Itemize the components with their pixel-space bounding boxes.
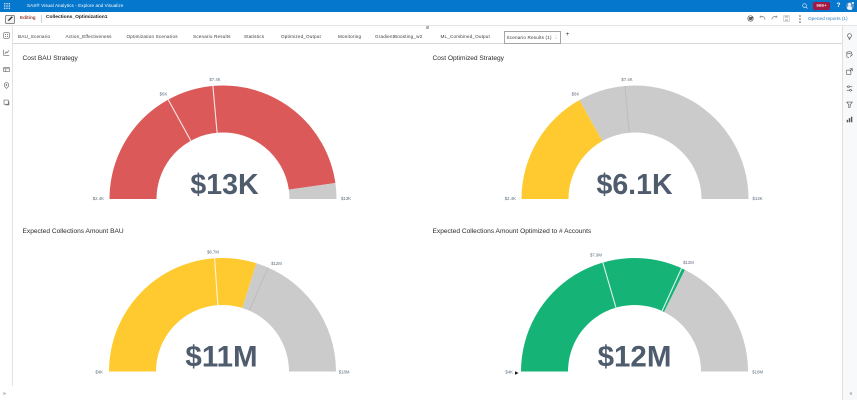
svg-text:Cost BAU Strategy: Cost BAU Strategy (23, 55, 79, 62)
svg-text:$2.4K: $2.4K (93, 196, 104, 201)
svg-text:$7.9M: $7.9M (590, 253, 602, 258)
svg-text:$2.4K: $2.4K (505, 196, 516, 201)
svg-text:Cost Optimized Strategy: Cost Optimized Strategy (433, 55, 505, 62)
svg-text:$6.1K: $6.1K (596, 169, 672, 201)
svg-text:$6K: $6K (572, 92, 580, 97)
svg-text:$13K: $13K (341, 196, 351, 201)
svg-text:$4K: $4K (505, 370, 513, 375)
svg-text:Expected Collections Amount BA: Expected Collections Amount BAU (23, 228, 124, 235)
svg-text:Expected Collections Amount Op: Expected Collections Amount Optimized to… (433, 228, 592, 235)
svg-text:$18M: $18M (339, 370, 350, 375)
svg-text:$8.7M: $8.7M (207, 250, 219, 255)
svg-text:$12M: $12M (271, 261, 282, 266)
svg-text:$12M: $12M (683, 260, 694, 265)
svg-text:$6K: $6K (160, 92, 168, 97)
svg-text:$18M: $18M (752, 370, 763, 375)
svg-text:$4K: $4K (95, 370, 103, 375)
svg-text:$7.4K: $7.4K (621, 77, 632, 82)
svg-text:$13K: $13K (753, 196, 763, 201)
svg-text:$11M: $11M (185, 341, 257, 374)
svg-text:$13K: $13K (190, 169, 259, 201)
svg-text:$7.4K: $7.4K (209, 77, 220, 82)
svg-text:$12M: $12M (598, 341, 672, 374)
